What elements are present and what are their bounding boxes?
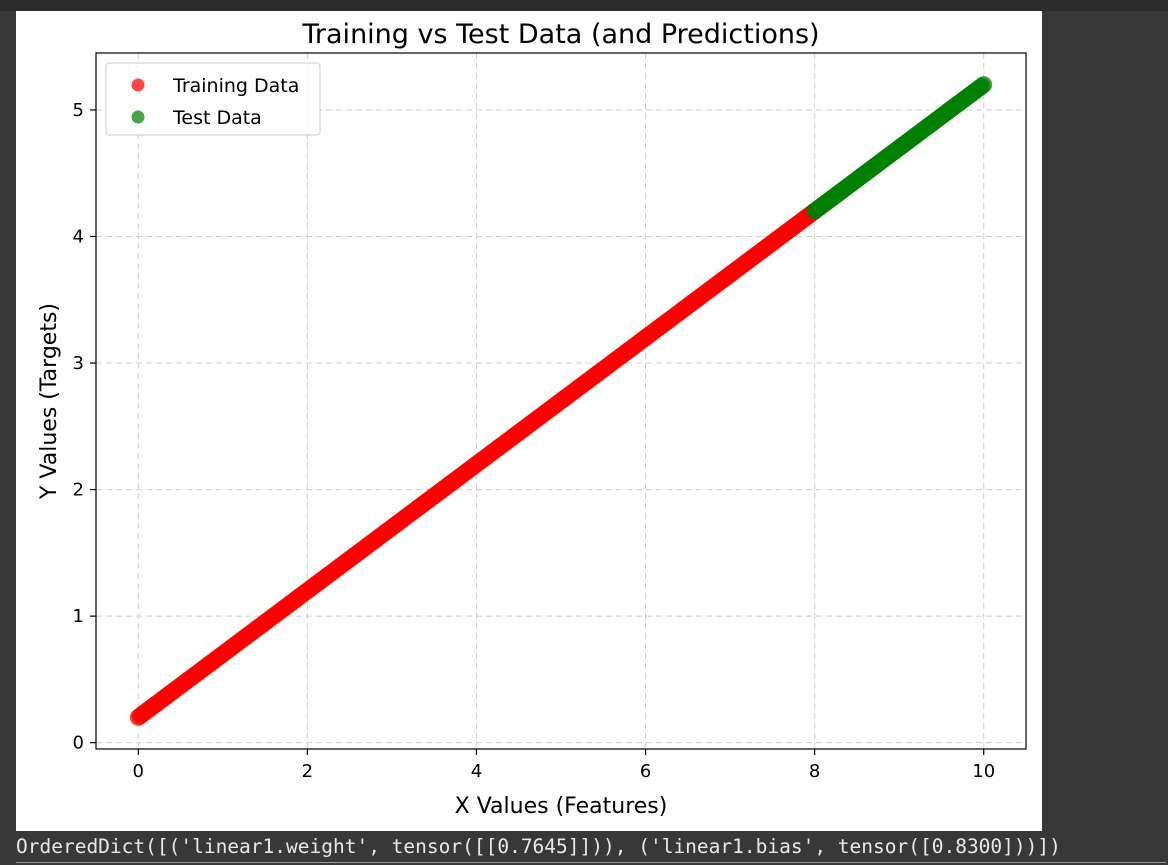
data-point [975,76,993,94]
y-axis-label: Y Values (Targets) [37,303,62,500]
legend-marker-training [131,78,145,92]
chart-figure: 0 2 4 6 8 10 0 1 2 3 4 5 Training vs Test Data (and… [16,11,1042,831]
y-tick-label: 2 [73,480,84,501]
y-tick-label: 3 [73,353,84,374]
x-tick-label: 8 [809,761,820,782]
plot-frame [95,52,1027,750]
chart-title: Training vs Test Data (and Predictions) [301,19,819,50]
x-tick-label: 10 [972,761,995,782]
legend-label-test: Test Data [172,107,262,129]
series-test [806,76,993,220]
legend-label-training: Training Data [172,75,299,97]
series-training [129,202,824,726]
y-tick-label: 5 [73,100,84,121]
y-tick-label: 0 [73,733,84,754]
x-tick-label: 2 [302,761,313,782]
axis-ticks: 0 2 4 6 8 10 0 1 2 3 4 5 [73,100,996,782]
legend: Training Data Test Data [105,62,321,136]
legend-box [105,62,321,136]
grid [96,53,1026,749]
state-dict-output: OrderedDict([('linear1.weight', tensor([… [16,834,1166,863]
x-tick-label: 6 [640,761,651,782]
series-layer [129,76,993,726]
x-tick-label: 0 [133,761,144,782]
y-tick-label: 4 [73,226,84,247]
legend-marker-test [131,110,145,124]
x-axis-label: X Values (Features) [455,794,668,819]
y-tick-label: 1 [73,606,84,627]
top-bar [0,0,1168,11]
x-tick-label: 4 [471,761,482,782]
scatter-chart: 0 2 4 6 8 10 0 1 2 3 4 5 Training vs Test Data (and… [37,19,1027,819]
